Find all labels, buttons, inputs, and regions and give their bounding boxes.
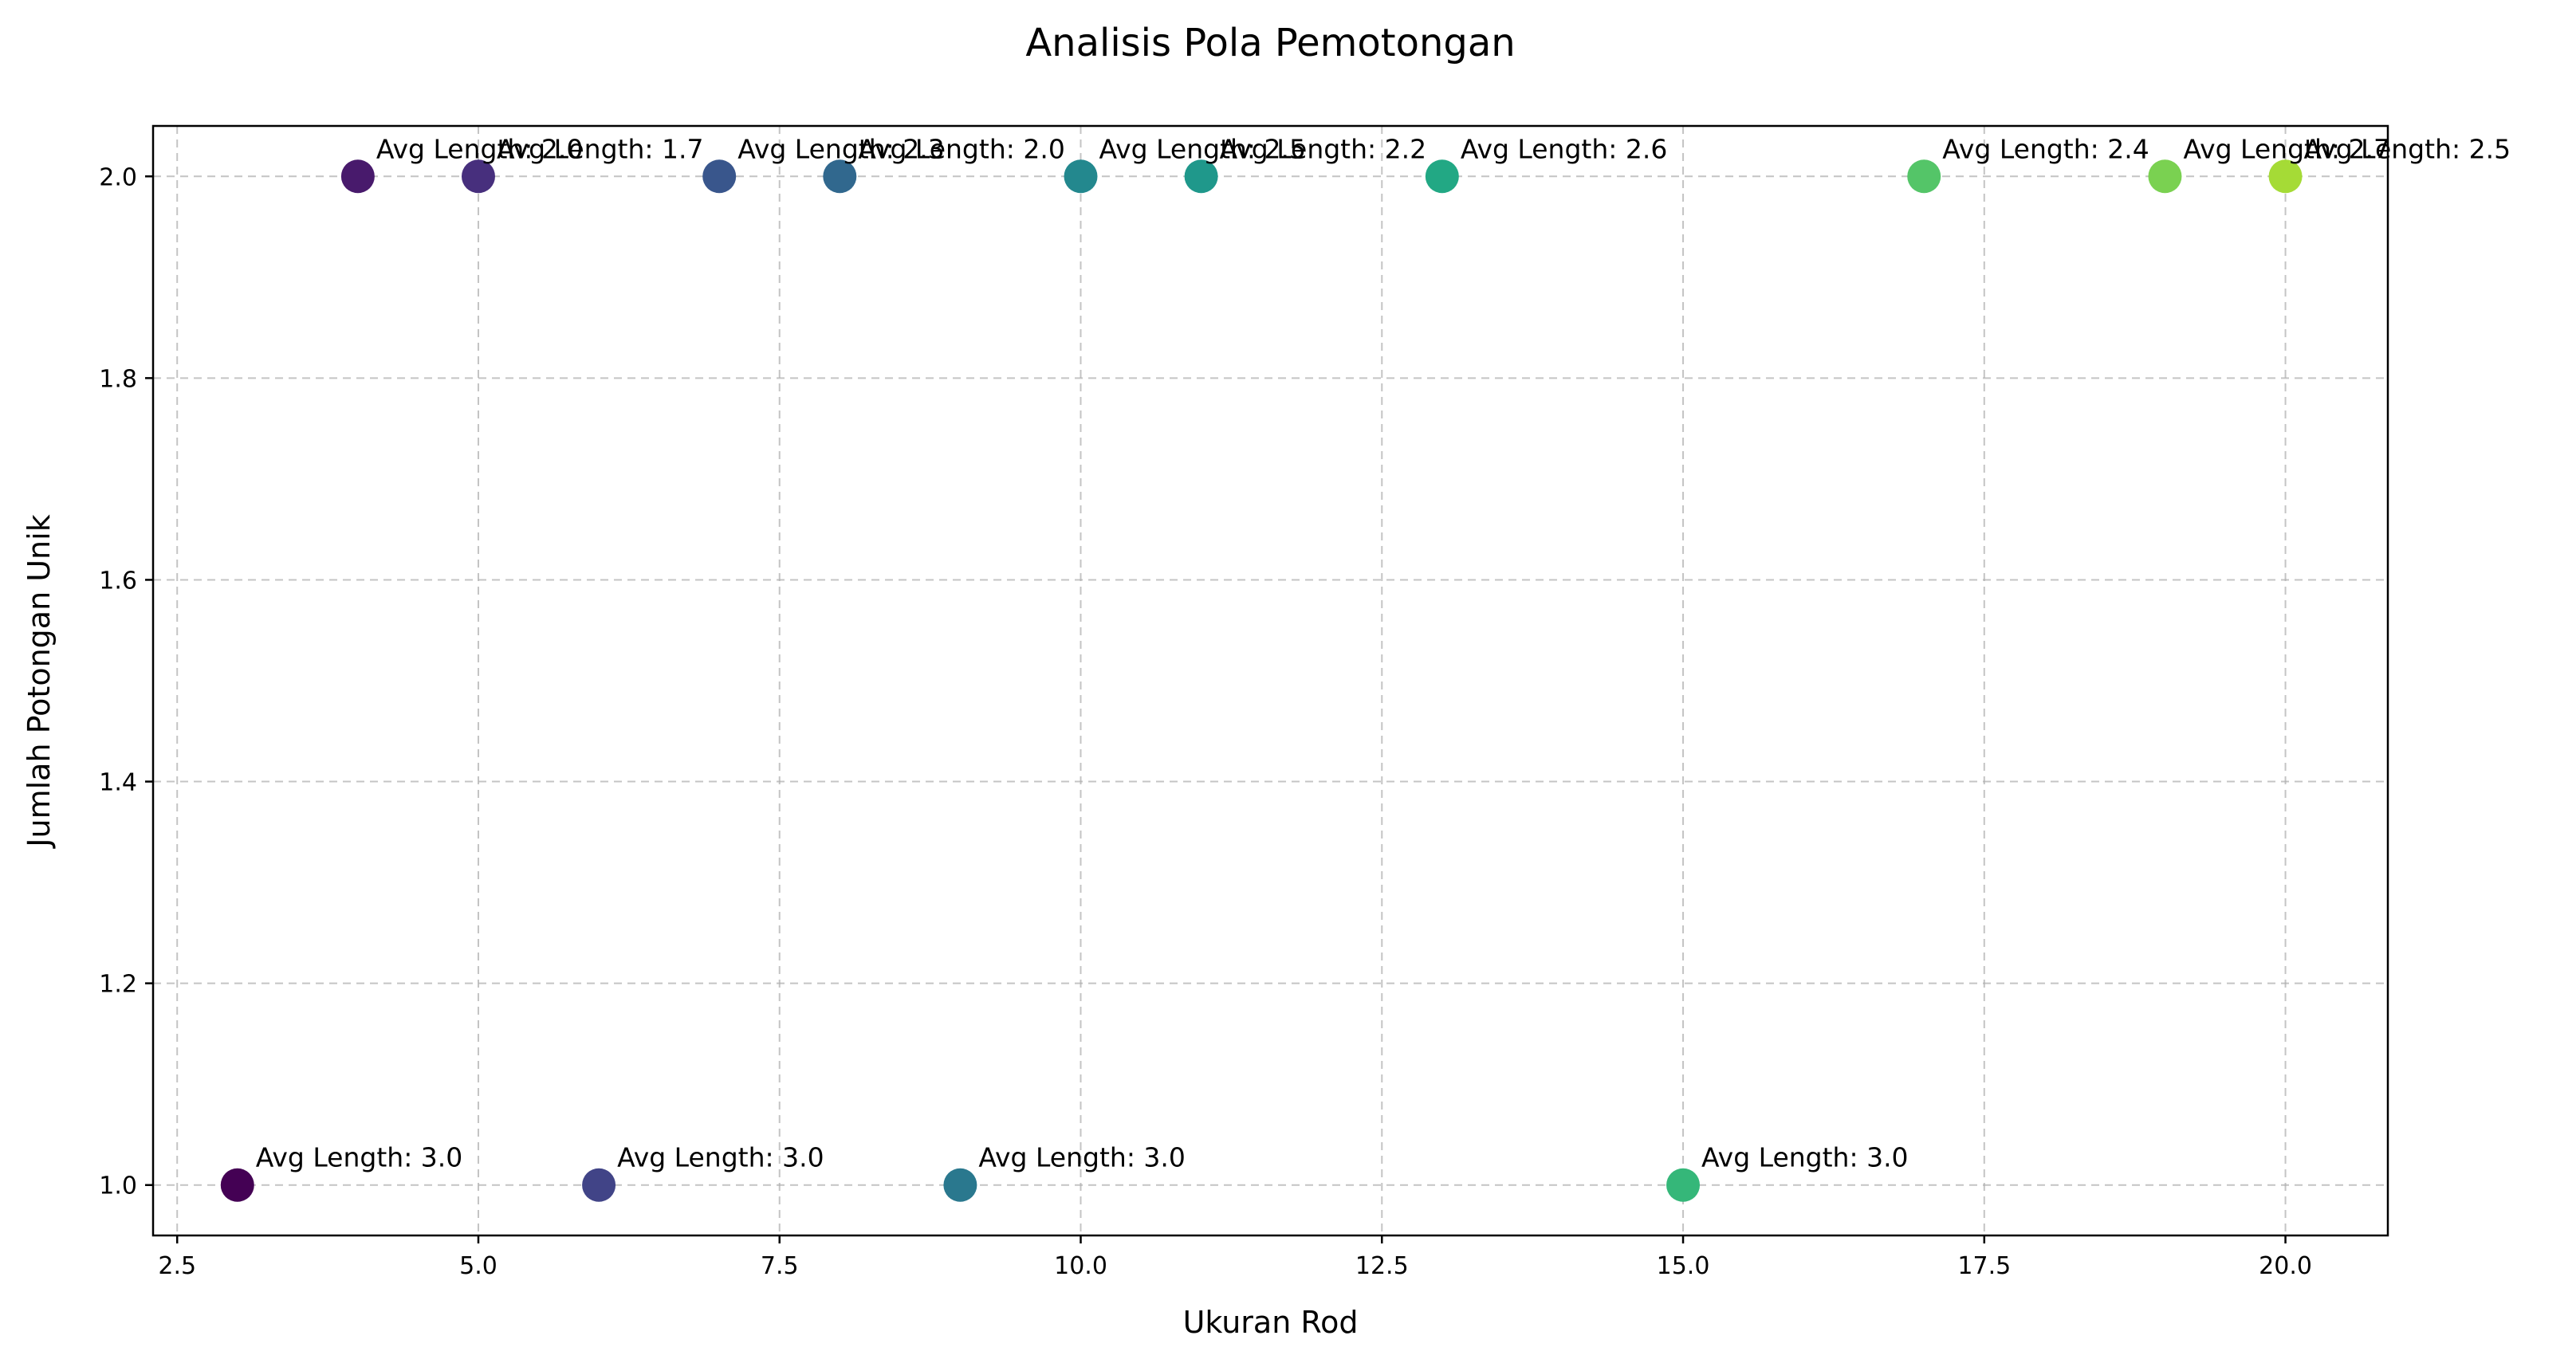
data-points	[220, 159, 2303, 1202]
x-tick-label: 20.0	[2259, 1252, 2312, 1280]
point-annotation: Avg Length: 3.0	[617, 1142, 824, 1173]
y-tick-label: 2.0	[99, 163, 137, 191]
data-point	[582, 1168, 616, 1202]
data-point	[823, 159, 857, 194]
data-point	[220, 1168, 254, 1202]
x-tick-label: 2.5	[158, 1252, 196, 1280]
data-point	[1425, 159, 1459, 194]
point-annotation: Avg Length: 2.6	[1461, 133, 1668, 164]
x-tick-label: 17.5	[1957, 1252, 2011, 1280]
point-annotation: Avg Length: 3.0	[1701, 1142, 1909, 1173]
data-point	[340, 159, 375, 194]
point-annotation: Avg Length: 2.7	[2183, 133, 2390, 164]
y-tick-label: 1.0	[99, 1172, 137, 1200]
x-tick-label: 12.5	[1355, 1252, 1409, 1280]
grid-lines	[153, 126, 2388, 1235]
plot-area-frame	[151, 124, 2389, 1237]
y-tick-label: 1.8	[99, 365, 137, 393]
point-annotation: Avg Length: 1.7	[497, 133, 704, 164]
data-point	[1064, 159, 1098, 194]
y-tick-label: 1.6	[99, 567, 137, 595]
data-point	[702, 159, 737, 194]
x-tick-label: 15.0	[1657, 1252, 1710, 1280]
y-axis-label: Jumlah Potongan Unik	[22, 514, 57, 848]
point-annotation: Avg Length: 3.0	[978, 1142, 1186, 1173]
data-point	[2268, 159, 2303, 194]
data-point	[1907, 159, 1941, 194]
data-point	[1184, 159, 1218, 194]
chart-title: Analisis Pola Pemotongan	[1025, 21, 1515, 65]
x-axis-ticks: 2.5 5.0 7.5 10.0 12.5 15.0 17.5 20.0	[158, 1235, 2312, 1280]
data-point	[2148, 159, 2182, 194]
point-annotation: Avg Length: 2.4	[1942, 133, 2149, 164]
x-axis-label: Ukuran Rod	[1183, 1305, 1359, 1340]
point-annotation: Avg Length: 2.0	[858, 133, 1065, 164]
x-tick-label: 7.5	[761, 1252, 799, 1280]
x-tick-label: 10.0	[1054, 1252, 1107, 1280]
point-annotation: Avg Length: 2.5	[2304, 133, 2511, 164]
x-tick-label: 5.0	[459, 1252, 498, 1280]
point-annotation: Avg Length: 2.5	[1099, 133, 1307, 164]
y-tick-label: 1.4	[99, 769, 137, 797]
y-axis-ticks: 1.0 1.2 1.4 1.6 1.8 2.0	[99, 163, 153, 1200]
point-annotation: Avg Length: 3.0	[256, 1142, 463, 1173]
point-annotation: Avg Length: 2.3	[737, 133, 945, 164]
data-point	[1666, 1168, 1701, 1202]
y-tick-label: 1.2	[99, 971, 137, 999]
point-annotation: Avg Length: 2.2	[1220, 133, 1427, 164]
point-annotation: Avg Length: 2.0	[376, 133, 584, 164]
data-point	[943, 1168, 977, 1202]
data-point	[461, 159, 495, 194]
